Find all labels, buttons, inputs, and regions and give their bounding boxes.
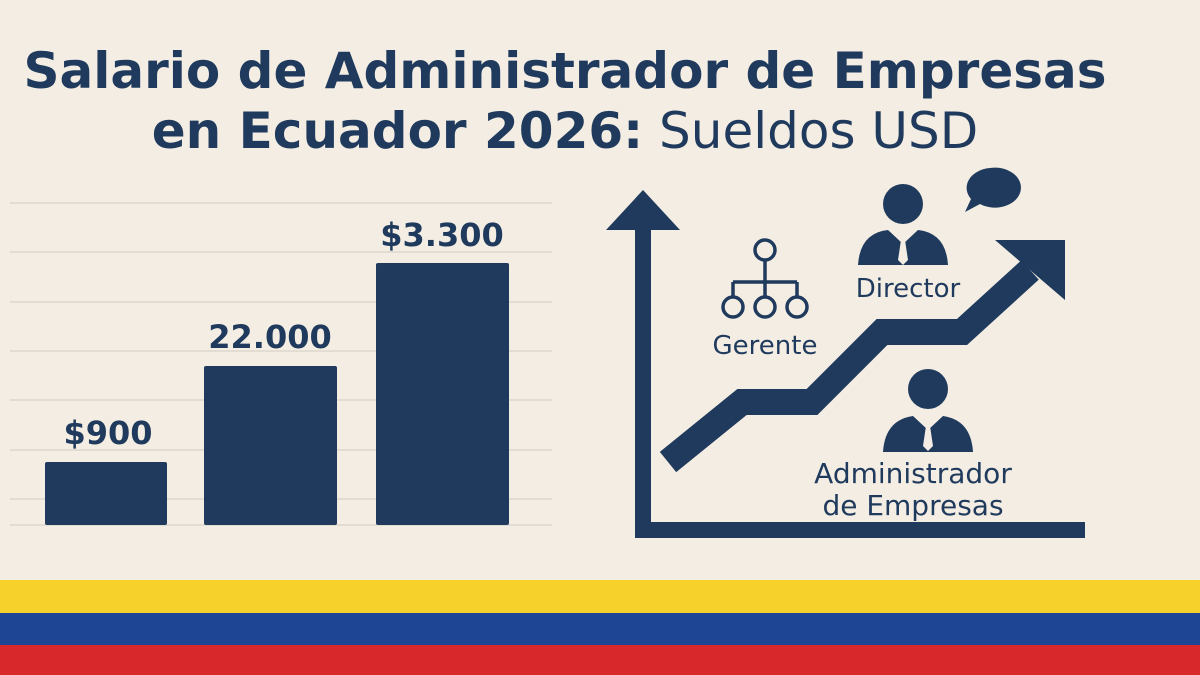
director-icon: [858, 184, 948, 265]
bar-label: $3.300: [380, 216, 503, 254]
flag-red: [0, 645, 1200, 675]
org-chart-icon: [721, 238, 809, 319]
title-line-2: en Ecuador 2026: Sueldos USD: [152, 102, 979, 160]
growth-diagram: [606, 167, 1085, 538]
role-label: de Empresas: [822, 489, 1003, 522]
bar: [204, 366, 337, 525]
role-label: Administrador: [814, 457, 1012, 490]
flag-yellow: [0, 580, 1200, 613]
role-label: Gerente: [713, 331, 818, 361]
speech-bubble: [965, 167, 1021, 212]
role-label: Director: [856, 274, 961, 304]
bar: [45, 462, 167, 525]
flag-blue: [0, 613, 1200, 645]
title-light: Sueldos USD: [659, 102, 978, 160]
title-bold: en Ecuador 2026:: [152, 102, 643, 160]
bar-label: 22.000: [208, 318, 331, 356]
growth-arrowhead: [995, 240, 1065, 300]
growth-arrow: [659, 260, 1039, 473]
title-line-1: Salario de Administrador de Empresas: [23, 42, 1106, 100]
admin-icon: [883, 369, 973, 452]
axis-arrowhead: [606, 190, 680, 230]
bar: [376, 263, 509, 525]
bar-label: $900: [63, 414, 152, 452]
bars: [45, 263, 509, 525]
